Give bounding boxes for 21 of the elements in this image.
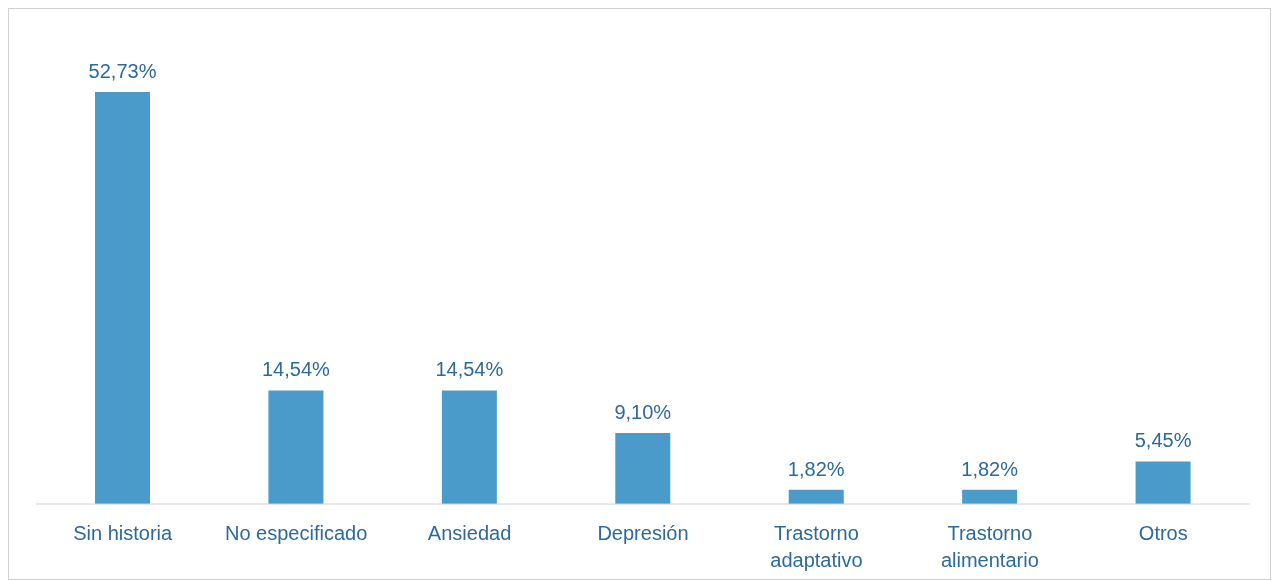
bar bbox=[615, 432, 671, 504]
x-tick-label: Otros bbox=[1138, 522, 1188, 544]
data-label: 14,54% bbox=[262, 358, 331, 381]
x-tick-label: Ansiedad bbox=[427, 522, 512, 544]
data-label: 1,82% bbox=[961, 457, 1019, 480]
bar bbox=[1135, 461, 1191, 504]
bar bbox=[962, 489, 1018, 504]
data-label: 52,73% bbox=[88, 60, 157, 82]
data-label: 14,54% bbox=[435, 358, 504, 381]
x-tick-label: Depresión bbox=[597, 522, 689, 544]
x-tick-label: Trastorno adaptativo bbox=[770, 522, 863, 571]
data-label: 9,10% bbox=[614, 400, 672, 423]
data-label: 1,82% bbox=[787, 457, 845, 480]
x-tick-label: No especificado bbox=[224, 522, 368, 544]
bar bbox=[95, 92, 150, 504]
x-tick-label: Sin historia bbox=[73, 522, 174, 544]
bar bbox=[268, 390, 324, 504]
data-label: 5,45% bbox=[1134, 429, 1192, 452]
bar bbox=[788, 489, 844, 504]
bar bbox=[441, 390, 497, 504]
x-tick-label: Trastorno alimentario bbox=[940, 522, 1039, 571]
